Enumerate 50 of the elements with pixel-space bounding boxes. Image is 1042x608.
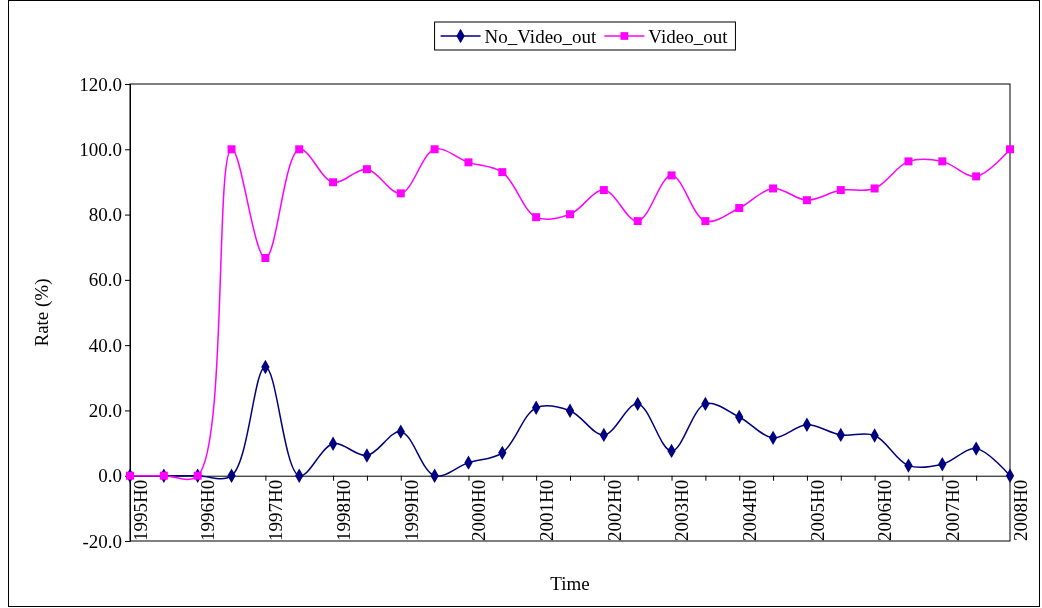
y-tick-label: 120.0 — [79, 73, 122, 95]
point — [532, 213, 541, 222]
y-tick-label: 60.0 — [88, 269, 122, 291]
point — [769, 184, 778, 193]
x-tick-label: 2008H0 — [1009, 479, 1031, 541]
y-tick-label: 0.0 — [98, 465, 122, 487]
point — [972, 172, 981, 181]
point — [295, 145, 304, 154]
legend-label: No_Video_out — [484, 25, 598, 47]
legend-label: Video_out — [648, 25, 729, 47]
x-tick-label: 1995H0 — [129, 479, 151, 541]
point — [498, 168, 507, 177]
x-tick-label: 2000H0 — [468, 479, 490, 541]
x-tick-label: 1997H0 — [265, 479, 287, 541]
point — [362, 165, 371, 174]
point — [329, 178, 338, 187]
x-tick-label: 2007H0 — [942, 479, 964, 541]
x-tick-label: 2002H0 — [603, 479, 625, 541]
point — [836, 186, 845, 195]
point — [904, 157, 913, 166]
x-tick-label: 1996H0 — [197, 479, 219, 541]
x-tick-label: 2004H0 — [738, 479, 760, 541]
point — [227, 145, 236, 154]
y-tick-label: 40.0 — [88, 334, 122, 356]
point — [464, 158, 473, 167]
y-axis-title: Rate (%) — [31, 278, 53, 347]
x-axis-title: Time — [550, 573, 590, 594]
point — [667, 171, 676, 180]
point — [261, 253, 270, 262]
x-tick-label: 2001H0 — [535, 479, 557, 541]
point — [938, 157, 947, 166]
y-tick-label: 80.0 — [88, 204, 122, 226]
x-tick-label: 2003H0 — [671, 479, 693, 541]
point — [430, 145, 439, 154]
x-tick-label: 1998H0 — [332, 479, 354, 541]
y-tick-label: 20.0 — [88, 400, 122, 422]
point — [802, 196, 811, 205]
y-tick-label: -20.0 — [82, 530, 122, 552]
point — [1006, 145, 1014, 154]
x-tick-label: 1999H0 — [400, 479, 422, 541]
point — [633, 217, 642, 226]
point — [701, 217, 710, 226]
point — [870, 184, 879, 193]
point — [566, 210, 574, 219]
point — [735, 204, 744, 213]
y-tick-label: 100.0 — [79, 138, 122, 160]
point — [396, 189, 405, 198]
x-tick-label: 2005H0 — [806, 479, 828, 541]
point — [599, 186, 608, 195]
x-tick-label: 2006H0 — [874, 479, 896, 541]
